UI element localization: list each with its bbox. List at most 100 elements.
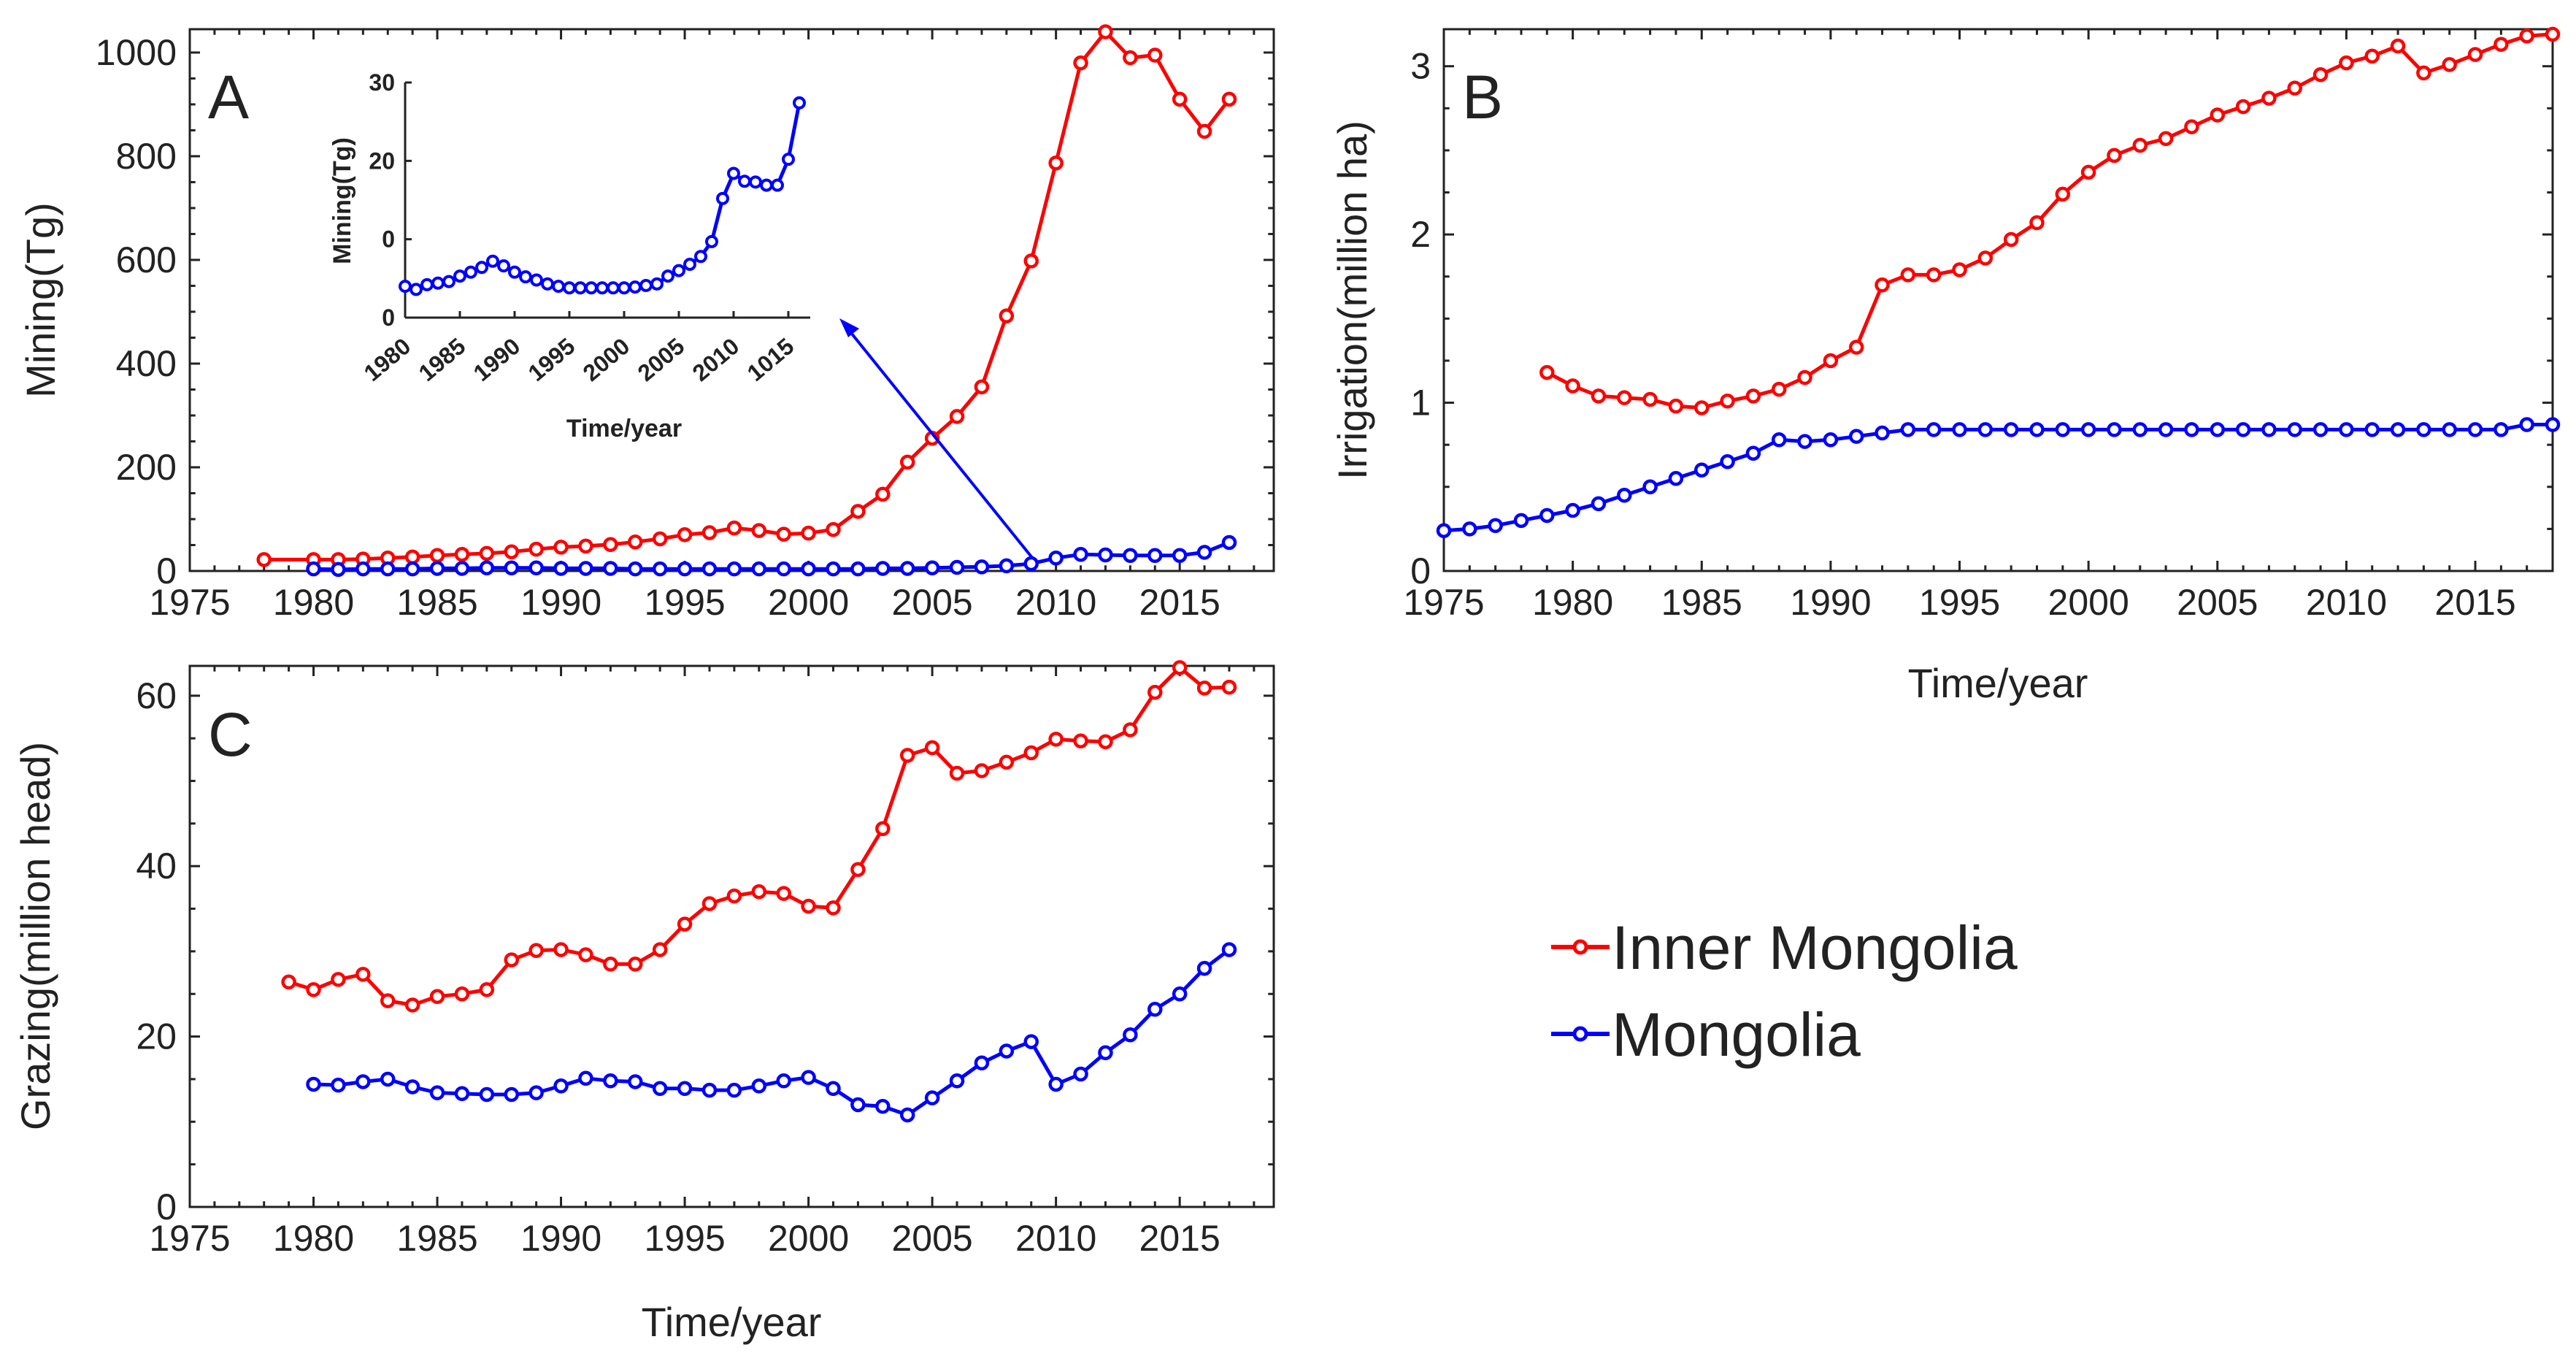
panel-c-xtick-label: 1980 [273, 1218, 354, 1259]
panel-c-series-inner-mongolia-point [553, 942, 569, 957]
panel-c-series-mongolia-point [949, 1073, 965, 1089]
panel-c-series-inner-mongolia-point [1048, 732, 1064, 747]
panel-b-series-mongolia-point [2442, 422, 2457, 437]
panel-c-series-inner-mongolia-point [504, 952, 520, 967]
panel-c-series-mongolia-point [528, 1085, 544, 1100]
panel-c-series-mongolia-point [553, 1078, 569, 1094]
legend-label-inner-mongolia: Inner Mongolia [1612, 913, 2018, 982]
inset-series-mongolia-point [541, 277, 554, 291]
panel-c-series-mongolia-point [404, 1079, 420, 1094]
panel-b-series-inner-mongolia-point [2107, 147, 2122, 164]
panel-c-series-mongolia-point [924, 1090, 940, 1105]
panel-b-series-inner-mongolia-point [1668, 398, 1684, 414]
panel-a-series-inner-mongolia-point [1048, 155, 1064, 171]
inset-series-mongolia-point [782, 153, 795, 166]
panel-b-series-mongolia-point [1977, 422, 1993, 437]
panel-c-xtick-label: 2010 [1015, 1218, 1096, 1259]
panel-b-series-mongolia-point [1848, 429, 1864, 444]
panel-a-series [256, 24, 1237, 578]
panel-b-series-inner-mongolia-point [1977, 250, 1993, 266]
panel-a-series-mongolia-point [801, 561, 816, 577]
panel-b-series-mongolia-point [2312, 422, 2329, 437]
legend-item-mongolia: Mongolia [1551, 1000, 1861, 1069]
panel-b-xtick-label: 1975 [1403, 582, 1484, 623]
panel-b-series-inner-mongolia-point [2390, 38, 2406, 54]
panel-c-series-mongolia-point [504, 1086, 520, 1103]
inset-series-mongolia-point [716, 191, 729, 205]
panel-c-series-mongolia-point [1196, 961, 1212, 976]
panel-a-series-inner-mongolia-point [1073, 55, 1088, 71]
panel-b-series-mongolia-point [2287, 422, 2302, 437]
panel-b-series-inner-mongolia-point [1745, 388, 1761, 404]
panel-b-series-inner-mongolia-point [2003, 231, 2019, 248]
panel-c-frame [188, 664, 1275, 1208]
panel-b-series-inner-mongolia-point [2235, 99, 2251, 115]
panel-b-series-mongolia-point [2416, 422, 2431, 437]
panel-c-series-inner-mongolia-point [1123, 722, 1138, 737]
panel-a-xtick-label: 1985 [396, 582, 477, 623]
inset-series-mongolia-point [497, 259, 510, 273]
panel-a-series-mongolia-point [1196, 545, 1212, 560]
panel-c-series-mongolia-point [899, 1107, 915, 1123]
panel-b-series-inner-mongolia-point [1771, 381, 1787, 397]
panel-b-series-inner-mongolia-point [2080, 164, 2096, 180]
panel-a-series-mongolia-point [875, 561, 891, 576]
inset-series-mongolia-point [574, 281, 587, 295]
panel-a-series-mongolia-point [652, 561, 668, 577]
panel-a-xtick-label: 2005 [892, 582, 973, 623]
panel-c-series-inner-mongolia-point [628, 956, 643, 972]
panel-a-series-inner-mongolia-point [628, 534, 643, 550]
inset-xlabel: Time/year [566, 415, 682, 442]
inset-series-mongolia-point [596, 281, 609, 295]
panel-b-series-mongolia-point [2364, 422, 2380, 437]
panel-b-series-mongolia-point [2029, 422, 2045, 437]
panel-a-ytick-label: 800 [116, 136, 177, 177]
panel-b-series-mongolia-point [1539, 507, 1555, 524]
inset-series-mongolia-point [508, 265, 521, 279]
panel-b-series-mongolia-point [2158, 422, 2174, 437]
panel-a-series-mongolia-point [1098, 547, 1113, 563]
panel-b-series-mongolia-point [1875, 425, 1890, 441]
inset-series-mongolia-point [683, 258, 696, 272]
inset-series-mongolia-point [399, 280, 412, 294]
panel-a-series-mongolia-point [1023, 556, 1039, 572]
panel-a-series-mongolia-point [899, 561, 915, 576]
panel-a-series-mongolia-point [553, 561, 569, 576]
panel-c-xtick-label: 1975 [149, 1218, 230, 1259]
panel-a-series-mongolia-point [355, 561, 371, 577]
panel-b-series [1436, 26, 2561, 538]
panel-a-series-inner-mongolia-point [404, 549, 420, 565]
panel-b-series-mongolia-point [2339, 422, 2354, 437]
panel-c-series-inner-mongolia-point [826, 900, 841, 916]
panel-a-series-mongolia-point [404, 561, 420, 577]
inset-series-mongolia-point [552, 280, 565, 294]
legend-item-inner-mongolia: Inner Mongolia [1551, 913, 2018, 982]
panel-a-ytick-label: 600 [116, 239, 177, 280]
panel-b-series-inner-mongolia-point [2287, 80, 2302, 96]
panel-a-series-mongolia-point [578, 561, 593, 576]
panel-c-series-inner-mongolia-point [751, 883, 767, 900]
panel-c-series-inner-mongolia-point [281, 974, 296, 990]
panel-b-series-mongolia-point [1565, 502, 1580, 518]
panel-b-series-inner-mongolia-point [2029, 215, 2045, 231]
panel-c-series-inner-mongolia-point [355, 967, 371, 982]
panel-a-ylabel: Mining(Tg) [18, 202, 64, 398]
panel-c-series-mongolia-point [454, 1086, 470, 1102]
panel-c-series-mongolia-point [1123, 1027, 1138, 1043]
inset-ylabel: Mining(Tg) [328, 137, 356, 264]
panel-b-series-inner-mongolia-point [2261, 91, 2277, 106]
panel-b-series-mongolia-point [1771, 432, 1787, 448]
panel-c-series-mongolia-point [652, 1081, 668, 1097]
panel-b-series-inner-mongolia-point [1694, 400, 1710, 415]
panel-a-ytick-label: 200 [116, 447, 177, 488]
panel-b-xtick-label: 1985 [1661, 582, 1742, 623]
panel-b-xlabel: Time/year [1908, 660, 2088, 706]
panel-c-letter: C [208, 700, 253, 769]
inset-series-mongolia-point [705, 234, 718, 248]
inset-series-mongolia-point [793, 96, 806, 110]
panel-a-xtick-label: 2010 [1015, 582, 1096, 623]
panel-c-series-mongolia-point [603, 1073, 618, 1089]
panel-b-ticks: 1975 1980 1985 1990 1995 2000 2005 2010 2015 0 1 2 3 [1403, 29, 2554, 623]
panel-a-xtick-label: 1980 [273, 582, 354, 623]
panel-a-ytick-label: 400 [116, 343, 177, 384]
